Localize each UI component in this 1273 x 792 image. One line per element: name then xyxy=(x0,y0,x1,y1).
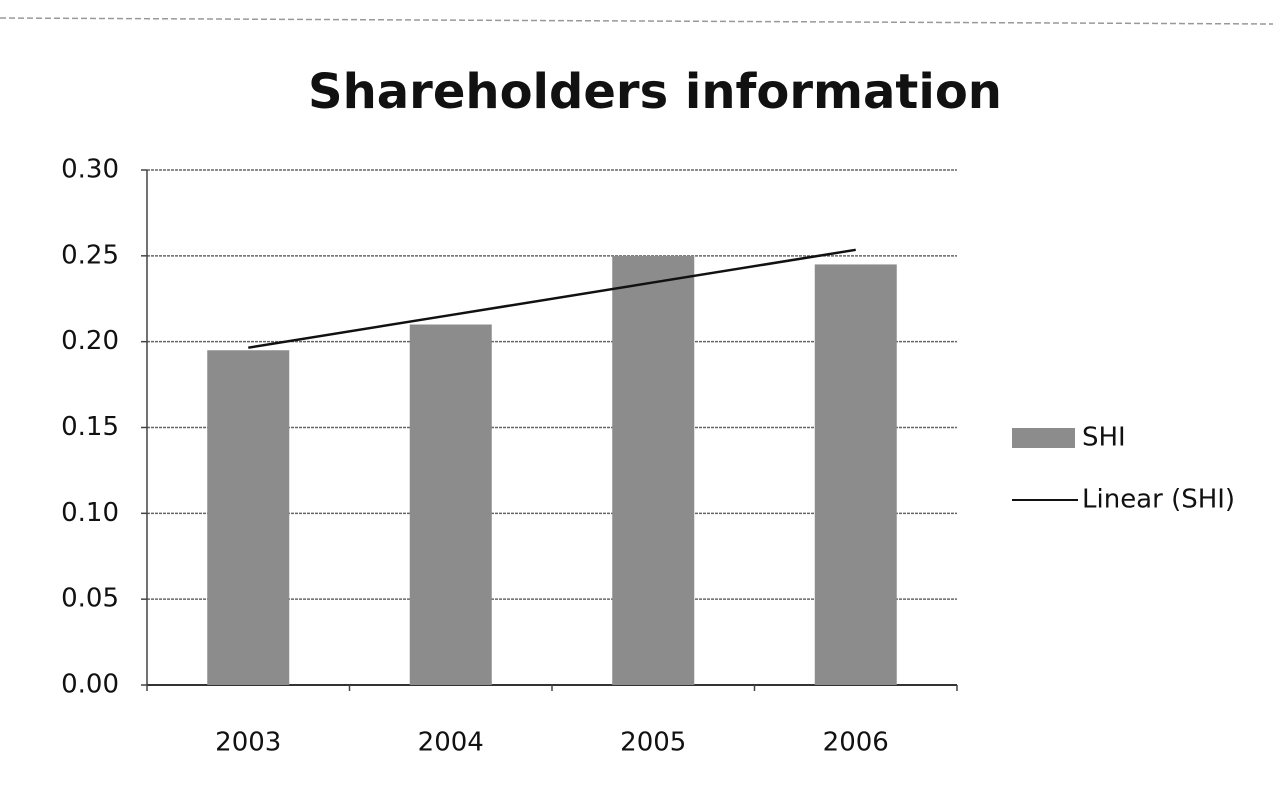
legend-label: Linear (SHI) xyxy=(1082,485,1235,515)
y-tick-label: 0.15 xyxy=(61,412,119,442)
x-tick-label: 2004 xyxy=(418,728,484,758)
bar xyxy=(814,264,897,685)
legend-swatch xyxy=(1012,428,1075,448)
bar xyxy=(207,350,290,685)
y-tick-label: 0.00 xyxy=(61,670,119,700)
trend-line xyxy=(248,248,856,349)
x-tick-label: 2006 xyxy=(823,728,889,758)
x-tick-label: 2003 xyxy=(215,728,281,758)
y-tick-label: 0.30 xyxy=(61,155,119,185)
y-tick-label: 0.10 xyxy=(61,498,119,528)
scan-border xyxy=(0,17,1273,25)
bar xyxy=(612,255,695,686)
y-tick-label: 0.20 xyxy=(61,326,119,356)
chart-title: Shareholders information xyxy=(308,64,1002,120)
legend-label: SHI xyxy=(1082,423,1126,453)
bar xyxy=(409,324,492,685)
y-tick-label: 0.25 xyxy=(61,240,119,270)
x-tick-label: 2005 xyxy=(620,728,686,758)
y-tick-label: 0.05 xyxy=(61,584,119,614)
